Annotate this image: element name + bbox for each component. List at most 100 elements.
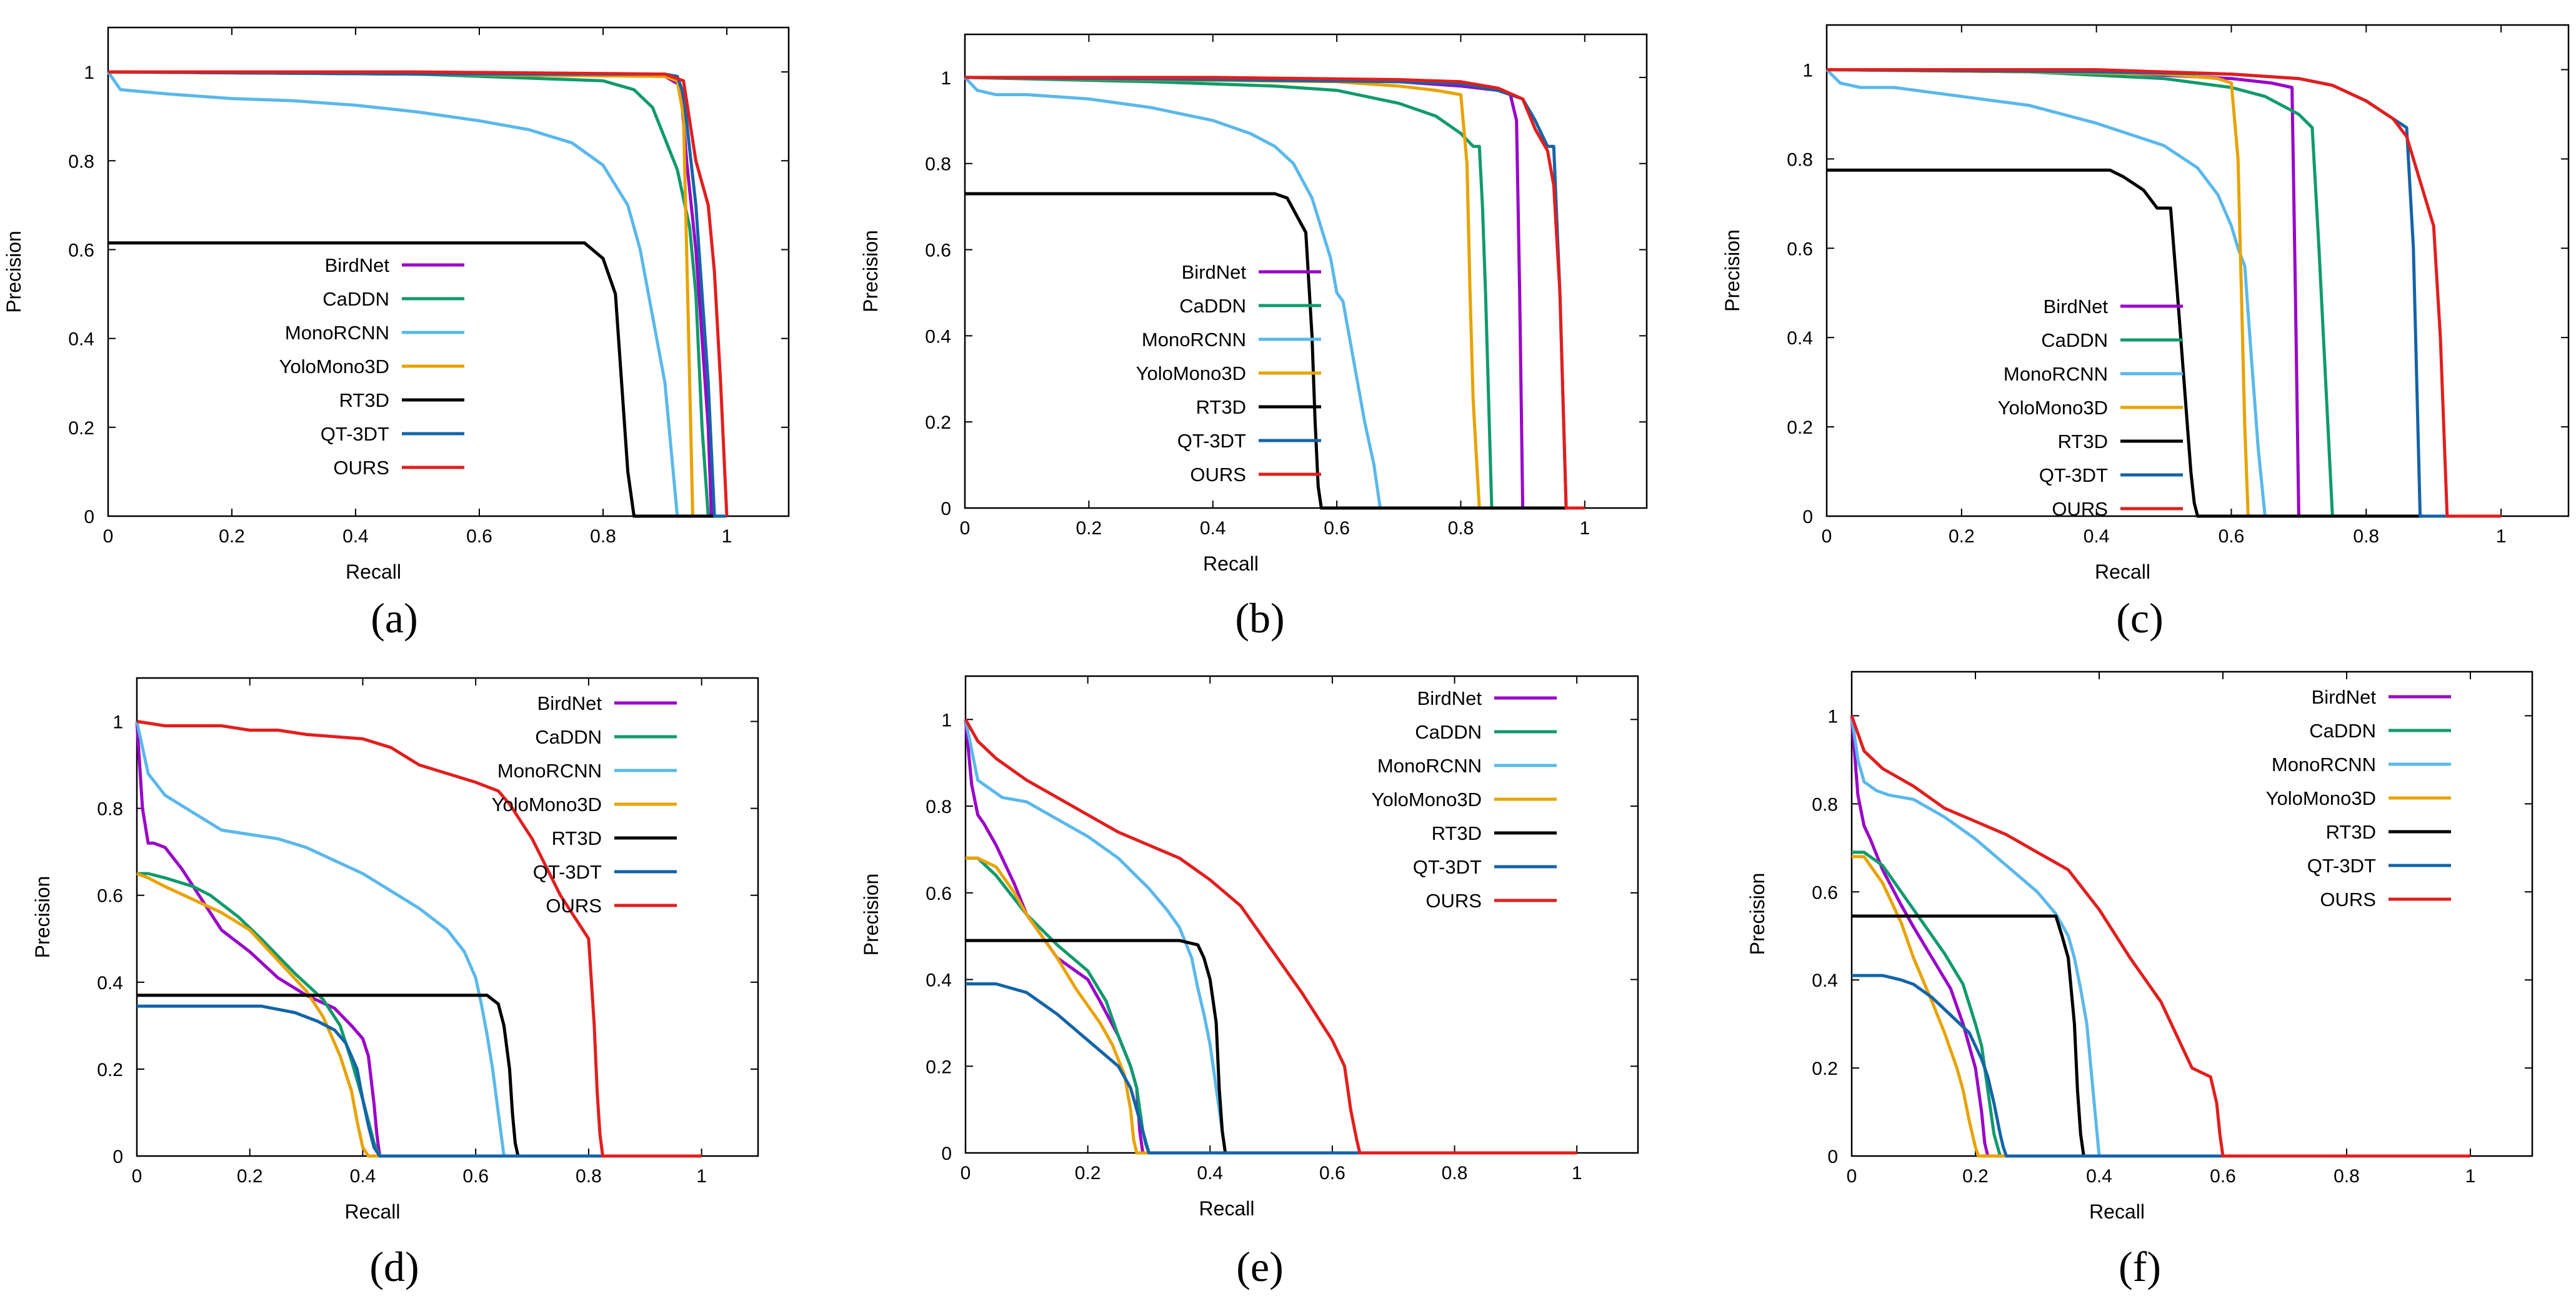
x-tick-label: 0.4 [350,1166,376,1187]
legend-label-monorcnn: MonoRCNN [1142,329,1246,351]
legend-label-birdnet: BirdNet [325,254,390,276]
legend-label-birdnet: BirdNet [1417,687,1482,709]
legend: BirdNet CaDDN MonoRCNN YoloMono3D RT3D QT-3DT… [1372,687,1557,912]
panel-label: (a) [371,594,417,642]
chart-panel-2: 0 0.2 0.4 0.6 0.8 1 0 0.2 0.4 0.6 0.8 1 Recall Precis… [859,33,1648,642]
series-line-qt-3dt [1826,68,2502,518]
x-tick-label: 0.8 [2334,1166,2360,1187]
legend-label-birdnet: BirdNet [2312,686,2377,708]
series-line-yolomono3d [107,70,727,518]
series-line-monorcnn [135,720,702,1158]
y-tick-label: 0 [941,499,951,519]
y-tick-label: 0.6 [1787,239,1813,259]
y-tick-label: 0 [84,507,94,527]
legend: BirdNet CaDDN MonoRCNN YoloMono3D RT3D QT-3DT… [279,254,464,479]
y-tick-label: 0 [941,1144,952,1164]
x-tick-label: 0.8 [1448,518,1474,539]
y-axis-label: Precision [2,231,25,313]
legend: BirdNet CaDDN MonoRCNN YoloMono3D RT3D QT-3DT… [1136,261,1321,486]
y-tick-label: 0.6 [1812,882,1838,903]
legend-label-ours: OURS [1190,464,1246,486]
y-tick-label: 0.2 [97,1060,123,1080]
x-tick-label: 0.4 [342,526,369,547]
x-tick-label: 0.6 [1324,518,1350,539]
series-line-yolomono3d [1826,68,2502,518]
y-tick-label: 0.4 [1787,328,1813,349]
y-tick-label: 1 [112,712,123,733]
y-tick-label: 0.8 [1812,794,1838,815]
x-tick-label: 0.2 [1949,526,1975,547]
x-tick-label: 0.6 [462,1166,489,1187]
legend-label-qt-3dt: QT-3DT [533,861,602,883]
legend-label-caddn: CaDDN [2041,329,2108,351]
x-axis-label: Recall [1203,552,1259,575]
panel-label: (d) [369,1243,419,1290]
series-line-ours [1827,68,2502,518]
legend-label-ours: OURS [2320,889,2376,910]
legend-label-monorcnn: MonoRCNN [497,760,602,782]
x-tick-label: 0.2 [219,526,245,547]
y-tick-label: 0.6 [68,240,94,261]
series-line-qt-3dt [966,982,1577,1155]
x-axis-label: Recall [1199,1197,1255,1220]
plot-frame [964,33,1648,509]
x-axis-label: Recall [2095,561,2150,583]
legend-label-rt3d: RT3D [552,827,602,849]
y-tick-label: 1 [84,62,94,83]
y-axis-label: Precision [1746,873,1769,955]
chart-panel-3: 0 0.2 0.4 0.6 0.8 1 0 0.2 0.4 0.6 0.8 1 Recall Precis… [1721,24,2570,642]
y-tick-label: 0.8 [68,151,94,172]
x-tick-label: 0.2 [1076,518,1102,539]
series-line-yolomono3d [966,856,1577,1155]
x-tick-label: 0.4 [2086,1166,2112,1187]
x-tick-label: 0.2 [1075,1163,1101,1184]
series-line-birdnet [107,70,727,518]
y-tick-label: 0.4 [1812,970,1838,991]
series-line-qt-3dt [964,76,1585,510]
series-line-qt-3dt [137,1004,702,1158]
series-line-ours [136,720,702,1158]
x-axis-label: Recall [346,561,401,583]
y-tick-label: 0 [1827,1147,1838,1167]
legend-label-rt3d: RT3D [2326,821,2376,843]
x-tick-label: 0.8 [576,1166,602,1187]
y-tick-label: 0.6 [926,884,952,904]
legend-label-monorcnn: MonoRCNN [1377,755,1482,777]
y-tick-label: 0.8 [97,799,123,820]
x-tick-label: 0.6 [2219,526,2245,547]
series-line-monorcnn [964,76,1585,510]
series-line-caddn [1826,68,2502,518]
legend-label-rt3d: RT3D [1196,396,1246,418]
legend-label-ours: OURS [333,457,389,479]
series-line-monorcnn [964,719,1577,1155]
legend-label-ours: OURS [2052,498,2108,520]
legend-label-yolomono3d: YoloMono3D [1136,362,1246,384]
x-tick-label: 0 [1822,526,1832,547]
legend-label-ours: OURS [1425,890,1482,912]
x-tick-label: 1 [1572,1163,1582,1184]
y-tick-label: 1 [941,710,952,730]
legend-label-yolomono3d: YoloMono3D [279,356,389,377]
x-tick-label: 0 [960,518,971,539]
legend-label-caddn: CaDDN [1415,721,1482,743]
series-line-ours [965,76,1585,510]
plot-frame [1850,670,2534,1157]
y-tick-label: 1 [941,68,951,89]
legend-label-qt-3dt: QT-3DT [2307,855,2376,877]
legend-label-yolomono3d: YoloMono3D [1372,789,1482,810]
legend-label-qt-3dt: QT-3DT [1413,856,1482,878]
x-axis-label: Recall [345,1200,401,1223]
y-axis-label: Precision [31,876,54,959]
y-tick-label: 0 [1802,507,1813,527]
x-tick-label: 0.6 [466,526,492,547]
legend-label-qt-3dt: QT-3DT [2039,464,2108,486]
legend-label-monorcnn: MonoRCNN [285,322,389,344]
legend-label-caddn: CaDDN [2309,720,2376,742]
legend-label-rt3d: RT3D [2058,431,2108,452]
x-tick-label: 0.8 [1442,1163,1468,1184]
x-tick-label: 1 [696,1166,707,1187]
chart-panel-5: 0 0.2 0.4 0.6 0.8 1 0 0.2 0.4 0.6 0.8 1 Recall Precis… [860,675,1639,1290]
series-line-yolomono3d [964,76,1585,510]
y-axis-label: Precision [1721,229,1744,312]
series-line-birdnet [1850,715,2470,1158]
